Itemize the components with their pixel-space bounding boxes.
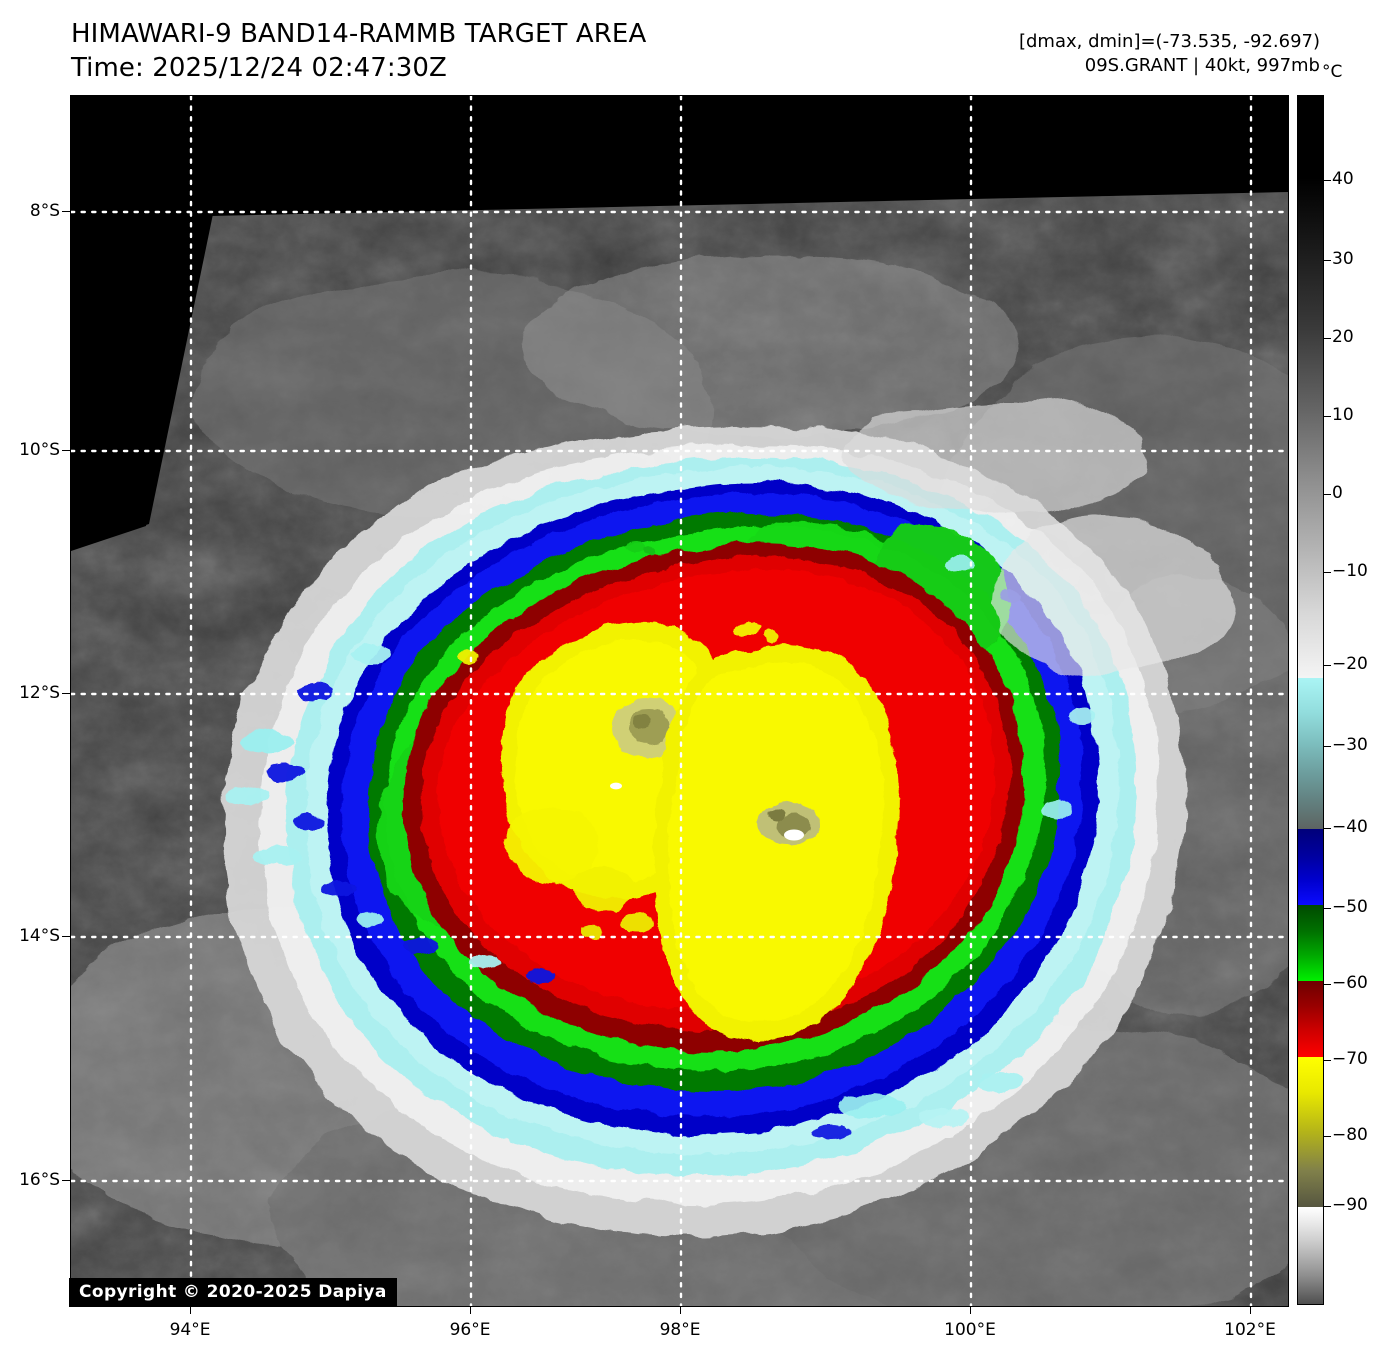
y-axis-label-12S: 12°S — [19, 683, 60, 703]
colorbar-tick — [1324, 180, 1331, 181]
colorbar-tick — [1324, 908, 1331, 909]
y-axis-label-14S: 14°S — [19, 926, 60, 946]
y-tick — [62, 936, 70, 937]
x-axis-label-100E: 100°E — [944, 1320, 996, 1340]
colorbar-label-m60: −60 — [1332, 973, 1368, 993]
x-tick — [970, 1306, 971, 1314]
colorbar-label-m10: −10 — [1332, 561, 1368, 581]
colorbar-blue-segment — [1298, 829, 1323, 905]
dminmax-label: [dmax, dmin]=(-73.535, -92.697) — [1018, 31, 1320, 52]
colorbar-tick — [1324, 828, 1331, 829]
colorbar-tick — [1324, 746, 1331, 747]
y-axis-label-8S: 8°S — [29, 201, 60, 221]
y-tick — [62, 693, 70, 694]
y-axis-label-16S: 16°S — [19, 1170, 60, 1190]
colorbar-yellow-segment — [1298, 1057, 1323, 1207]
colorbar-tick — [1324, 1060, 1331, 1061]
x-axis-label-102E: 102°E — [1224, 1320, 1276, 1340]
colorbar-red-segment — [1298, 981, 1323, 1057]
y-tick — [62, 211, 70, 212]
colorbar-tick — [1324, 1206, 1331, 1207]
timestamp-label: Time: 2025/12/24 02:47:30Z — [71, 52, 447, 83]
colorbar-tick — [1324, 665, 1331, 666]
colorbar-label-m40: −40 — [1332, 817, 1368, 837]
x-tick — [190, 1306, 191, 1314]
header-title-block: HIMAWARI-9 BAND14-RAMMB TARGET AREA Time… — [71, 18, 646, 86]
temperature-colorbar[interactable] — [1297, 95, 1324, 1305]
colorbar-tick — [1324, 984, 1331, 985]
colorbar-tick — [1324, 260, 1331, 261]
colorbar-label-m50: −50 — [1332, 897, 1368, 917]
x-axis-label-94E: 94°E — [169, 1320, 211, 1340]
y-tick — [62, 1180, 70, 1181]
colorbar-label-m80: −80 — [1332, 1125, 1368, 1145]
page-title: HIMAWARI-9 BAND14-RAMMB TARGET AREA — [71, 19, 647, 49]
colorbar-tick — [1324, 494, 1331, 495]
colorbar-units-label: °C — [1322, 62, 1343, 82]
colorbar-label-10: 10 — [1332, 405, 1354, 425]
colorbar-label-40: 40 — [1332, 169, 1354, 189]
colorbar-label-0: 0 — [1332, 483, 1343, 503]
x-axis-label-98E: 98°E — [659, 1320, 701, 1340]
colorbar-tick — [1324, 572, 1331, 573]
colorbar-tick — [1324, 338, 1331, 339]
storm-info-label: 09S.GRANT | 40kt, 997mb — [1084, 54, 1320, 76]
colorbar-label-m90: −90 — [1332, 1195, 1368, 1215]
colorbar-overshoot-segment — [1298, 1207, 1323, 1304]
y-axis-label-10S: 10°S — [19, 440, 60, 460]
colorbar-cyan-segment — [1298, 678, 1323, 829]
colorbar-label-m20: −20 — [1332, 654, 1368, 674]
colorbar-label-m70: −70 — [1332, 1049, 1368, 1069]
colorbar-label-30: 30 — [1332, 249, 1354, 269]
colorbar-label-m30: −30 — [1332, 735, 1368, 755]
colorbar-grayscale-segment — [1298, 96, 1323, 678]
satellite-image-plot[interactable] — [70, 95, 1289, 1307]
colorbar-label-20: 20 — [1332, 327, 1354, 347]
colorbar-green-segment — [1298, 905, 1323, 981]
colorbar-tick — [1324, 1136, 1331, 1137]
copyright-watermark: Copyright © 2020-2025 Dapiya — [69, 1278, 397, 1307]
x-tick — [470, 1306, 471, 1314]
header-meta-block: [dmax, dmin]=(-73.535, -92.697) 09S.GRAN… — [1019, 30, 1320, 78]
x-tick — [1250, 1306, 1251, 1314]
colorbar-tick — [1324, 416, 1331, 417]
x-tick — [680, 1306, 681, 1314]
y-tick — [62, 450, 70, 451]
x-axis-label-96E: 96°E — [449, 1320, 491, 1340]
